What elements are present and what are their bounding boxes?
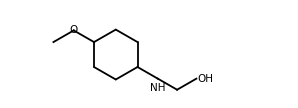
Text: O: O bbox=[70, 25, 78, 35]
Text: NH: NH bbox=[150, 83, 166, 93]
Text: OH: OH bbox=[198, 74, 214, 84]
